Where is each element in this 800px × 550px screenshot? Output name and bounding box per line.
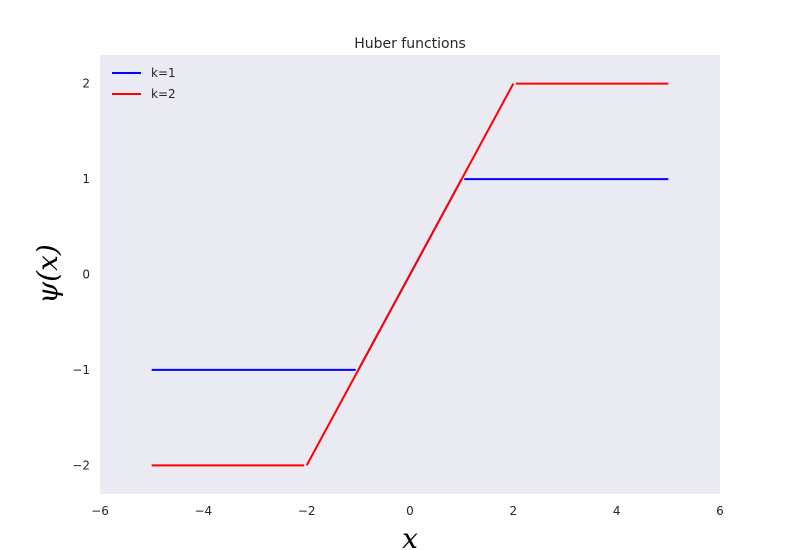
y-tick-label: 1	[82, 172, 90, 186]
x-axis-label: x	[402, 522, 418, 550]
x-tick-label: 6	[716, 504, 724, 518]
x-tick-label: 0	[406, 504, 414, 518]
y-tick-label: −1	[72, 363, 90, 377]
legend-label-k=1: k=1	[151, 66, 176, 80]
y-tick-label: 0	[82, 268, 90, 282]
x-tick-label: 2	[510, 504, 518, 518]
series-k=2-segment-2	[305, 83, 515, 466]
x-tick-label: −6	[91, 504, 109, 518]
legend-label-k=2: k=2	[151, 87, 176, 101]
chart-title: Huber functions	[354, 36, 466, 52]
x-tick-label: −2	[298, 504, 316, 518]
series-layer	[151, 82, 669, 467]
y-tick-label: 2	[82, 77, 90, 91]
legend: k=1 k=2	[112, 66, 176, 101]
y-tick-labels: −2 −1 0 1 2	[72, 77, 90, 473]
x-tick-label: 4	[613, 504, 621, 518]
x-tick-labels: −6 −4 −2 0 2 4 6	[91, 504, 724, 518]
y-tick-label: −2	[72, 458, 90, 472]
y-axis-label: ψ(x)	[31, 244, 64, 304]
x-tick-label: −4	[194, 504, 212, 518]
